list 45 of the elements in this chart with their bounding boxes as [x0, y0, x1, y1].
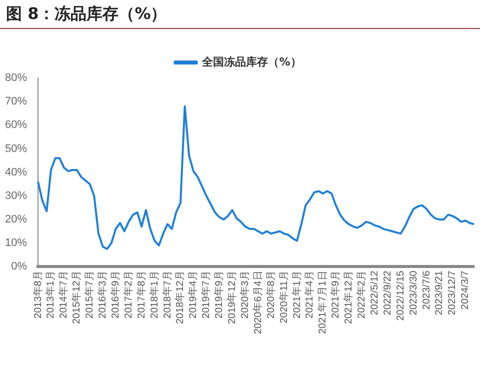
x-tick-label: 2018年12月 [174, 270, 186, 324]
y-tick-label: 40% [4, 166, 28, 178]
x-tick-label: 2018年7月 [161, 270, 174, 318]
y-tick-label: 60% [4, 119, 28, 132]
legend-label: 全国冻品库存（%） [201, 55, 302, 68]
x-tick-label: 2022年2月 [356, 270, 368, 318]
y-tick-label: 50% [4, 142, 28, 155]
x-tick-label: 2023/7/6 [421, 270, 432, 310]
x-tick-label: 2021年7月1日 [316, 270, 329, 334]
x-tick-label: 2020年6月4日 [252, 270, 264, 334]
x-tick-label: 2017年8月 [135, 270, 148, 318]
y-tick-label: 30% [4, 190, 28, 202]
chart-title: 图 8：冻品库存（%） [0, 0, 480, 29]
x-tick-label: 2020年11月 [278, 270, 290, 324]
x-tick-label: 2019年12月 [226, 270, 238, 324]
x-tick-label: 2013年8月 [32, 270, 44, 318]
y-tick-label: 10% [4, 237, 28, 250]
x-tick-label: 2013年1月 [44, 270, 57, 318]
x-tick-label: 2019年4月 [187, 270, 200, 318]
x-tick-label: 2019年9月 [213, 270, 226, 318]
y-tick-label: 0% [11, 260, 28, 273]
x-tick-label: 2022/9/22 [382, 270, 394, 316]
x-tick-label: 2022/12/15 [395, 270, 406, 321]
x-tick-label: 2020年8月 [264, 270, 277, 318]
x-tick-label: 2024/3/7 [460, 270, 472, 310]
x-tick-label: 2019年7月 [200, 270, 212, 318]
x-tick-label: 2016年9月 [109, 270, 122, 318]
x-tick-label: 2021年4月 [304, 270, 316, 318]
y-tick-label: 20% [4, 214, 28, 226]
x-tick-label: 2014年7月 [58, 270, 70, 318]
y-tick-label: 70% [4, 96, 28, 108]
x-tick-label: 2021年1月 [290, 270, 303, 318]
x-tick-label: 2015年12月 [70, 270, 83, 324]
x-tick-label: 2021年9月 [330, 270, 342, 318]
x-tick-label: 2022/5/12 [369, 270, 380, 316]
x-tick-label: 2016年3月 [96, 270, 109, 318]
x-tick-label: 2023/3/30 [408, 270, 420, 316]
x-tick-label: 2021年12月 [342, 270, 355, 324]
x-tick-label: 2023/12/7 [447, 270, 458, 316]
x-tick-label: 2017年2月 [122, 270, 134, 318]
x-tick-label: 2023/9/21 [434, 270, 446, 316]
x-tick-label: 2020年3月 [238, 270, 251, 318]
x-tick-label: 2015年7月 [84, 270, 96, 318]
x-tick-label: 2018年1月 [148, 270, 160, 318]
y-tick-label: 80% [4, 72, 28, 84]
